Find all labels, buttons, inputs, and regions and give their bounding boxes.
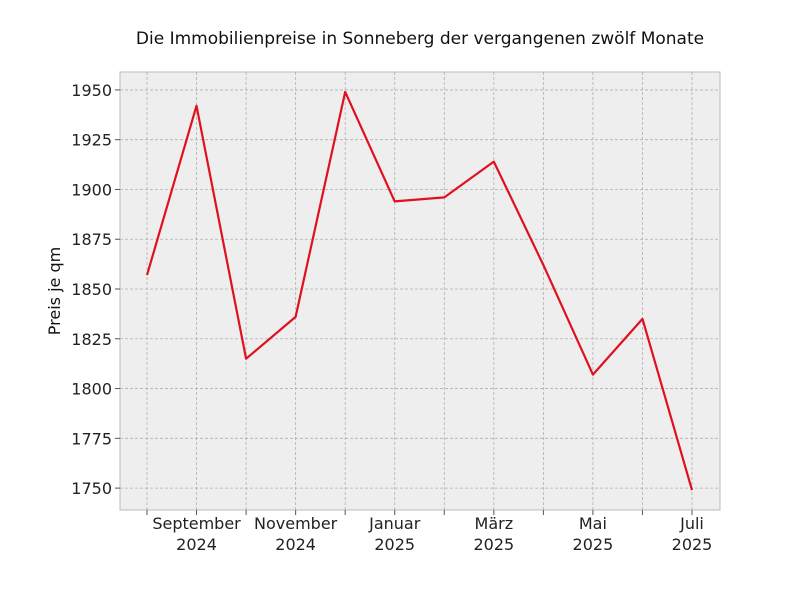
axis-ticks — [115, 89, 693, 515]
x-tick-label-year: 2024 — [176, 535, 217, 554]
y-tick-label: 1800 — [71, 380, 112, 399]
y-tick-label: 1925 — [71, 131, 112, 150]
y-tick-label: 1750 — [71, 479, 112, 498]
grid-lines — [120, 72, 720, 510]
x-tick-label-month: Juli — [679, 514, 704, 533]
y-tick-label: 1825 — [71, 330, 112, 349]
chart-title: Die Immobilienpreise in Sonneberg der ve… — [136, 29, 704, 49]
y-tick-label: 1775 — [71, 429, 112, 448]
series-line — [145, 90, 694, 491]
y-tick-label: 1850 — [71, 280, 112, 299]
tick-labels: 1750 1775 1800 1825 1850 1875 1900 1925 1950 Sept… — [71, 81, 712, 554]
y-axis-label: Preis je qm — [45, 247, 64, 335]
x-tick-label-year: 2025 — [473, 535, 514, 554]
x-tick-label-year: 2025 — [573, 535, 614, 554]
x-tick-label-year: 2025 — [672, 535, 713, 554]
x-tick-label-month: Januar — [368, 514, 421, 533]
y-tick-label: 1875 — [71, 230, 112, 249]
x-tick-label-year: 2025 — [374, 535, 415, 554]
x-tick-label-month: November — [254, 514, 338, 533]
series-layer — [145, 90, 694, 491]
y-tick-label: 1950 — [71, 81, 112, 100]
x-tick-label-month: Mai — [579, 514, 607, 533]
x-tick-label-month: März — [475, 514, 514, 533]
x-tick-label-year: 2024 — [275, 535, 316, 554]
x-tick-label-month: September — [152, 514, 241, 533]
plot-area — [119, 71, 721, 511]
y-tick-label: 1900 — [71, 180, 112, 199]
